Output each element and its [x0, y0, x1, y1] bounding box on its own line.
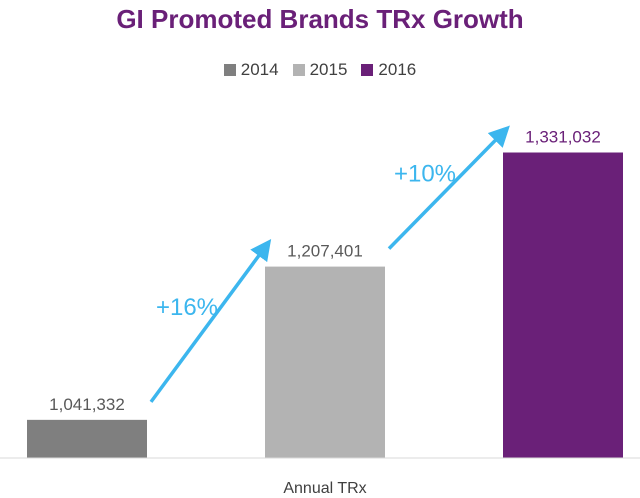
growth-label-1: +16% — [156, 294, 218, 321]
growth-label-2: +10% — [394, 161, 456, 188]
chart-title: GI Promoted Brands TRx Growth — [116, 4, 524, 34]
bar-2015 — [265, 266, 385, 458]
legend-item-2014: 2014 — [223, 60, 279, 80]
x-tick-label: Annual TRx — [283, 480, 366, 497]
legend-label-2014: 2014 — [240, 60, 279, 79]
growth-arrow-2 — [387, 125, 510, 250]
legend-swatch-2014 — [223, 64, 236, 76]
legend-swatch-2015 — [292, 64, 305, 76]
legend-label-2015: 2015 — [309, 60, 348, 79]
data-label-2014: 1,041,332 — [49, 395, 125, 414]
legend: 2014 2015 2016 — [0, 60, 640, 80]
growth-arrow-1 — [149, 238, 272, 403]
bar-2014 — [27, 419, 147, 458]
legend-item-2016: 2016 — [361, 60, 416, 80]
data-label-2016: 1,331,032 — [525, 128, 601, 147]
legend-label-2016: 2016 — [378, 60, 417, 79]
data-label-2015: 1,207,401 — [287, 242, 363, 261]
bar-2016 — [503, 152, 623, 458]
legend-swatch-2016 — [361, 64, 374, 76]
legend-item-2015: 2015 — [292, 60, 348, 80]
